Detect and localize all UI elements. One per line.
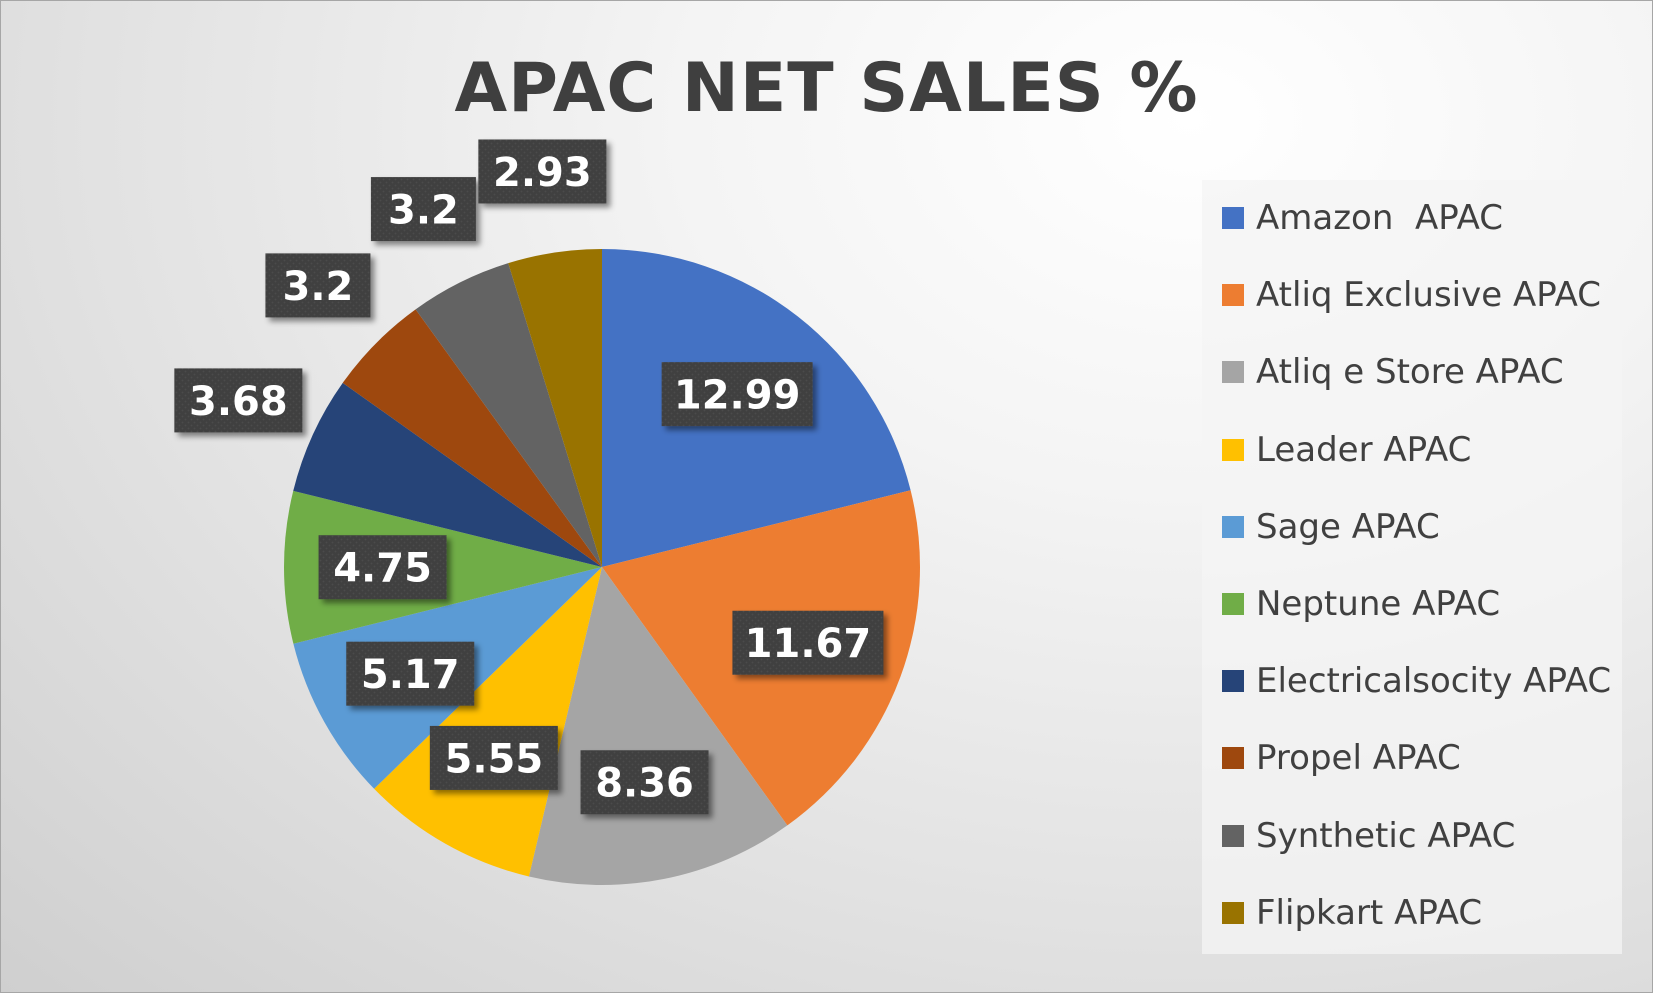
data-label-box xyxy=(370,177,476,242)
data-label-box xyxy=(429,725,558,790)
legend-item: Sage APAC xyxy=(1222,507,1440,547)
legend-label: Atliq Exclusive APAC xyxy=(1256,275,1601,316)
legend-item: Synthetic APAC xyxy=(1222,816,1515,856)
legend-item: Flipkart APAC xyxy=(1222,893,1482,933)
data-label-text: 8.36 xyxy=(595,761,694,807)
legend-label: Flipkart APAC xyxy=(1256,892,1483,933)
pie-slice xyxy=(508,249,602,567)
data-label-box xyxy=(580,750,709,815)
data-label: 5.17 xyxy=(346,641,475,706)
legend-label: Leader APAC xyxy=(1256,429,1472,470)
data-label-box xyxy=(346,641,475,706)
legend-label: Sage APAC xyxy=(1256,506,1440,547)
pie-slice xyxy=(293,382,602,567)
legend-item: Atliq Exclusive APAC xyxy=(1222,275,1601,315)
legend-label: Atliq e Store APAC xyxy=(1256,352,1564,393)
legend-swatch xyxy=(1222,593,1244,615)
legend-item: Atliq e Store APAC xyxy=(1222,352,1564,392)
legend-item: Electricalsocity APAC xyxy=(1222,661,1611,701)
legend-label: Synthetic APAC xyxy=(1256,815,1516,856)
data-label: 5.55 xyxy=(429,725,558,790)
legend: Amazon APAC Atliq Exclusive APAC Atliq e S… xyxy=(1202,180,1622,954)
legend-swatch xyxy=(1222,438,1244,461)
chart-title: APAC NET SALES % xyxy=(454,49,1199,128)
legend-swatch xyxy=(1222,824,1244,847)
data-label-box xyxy=(265,253,371,318)
legend-swatch xyxy=(1222,901,1244,924)
data-label: 3.68 xyxy=(174,368,303,433)
data-label: 4.75 xyxy=(318,535,447,600)
pie-slice xyxy=(374,567,602,877)
data-label: 3.2 xyxy=(265,253,371,318)
data-label-box xyxy=(661,362,813,427)
data-label-text: 4.75 xyxy=(333,546,432,592)
data-label-text: 5.17 xyxy=(361,652,460,698)
legend-label: Neptune APAC xyxy=(1256,584,1501,624)
legend-item: Leader APAC xyxy=(1222,430,1471,470)
legend-label: Propel APAC xyxy=(1256,738,1461,779)
data-label-box xyxy=(478,139,607,204)
data-label: 11.67 xyxy=(732,610,884,675)
pie-slice xyxy=(415,263,602,567)
data-label: 12.99 xyxy=(661,362,813,427)
data-label-text: 3.68 xyxy=(189,379,288,425)
legend-label: Amazon APAC xyxy=(1256,198,1504,238)
data-label: 3.2 xyxy=(370,177,476,242)
legend-label: Electricalsocity APAC xyxy=(1256,661,1612,702)
data-label-box xyxy=(318,535,447,600)
legend-swatch xyxy=(1222,284,1244,307)
data-label-text: 5.55 xyxy=(444,736,543,782)
legend-swatch xyxy=(1222,747,1244,770)
data-label-text: 12.99 xyxy=(674,373,801,419)
legend-item: Propel APAC xyxy=(1222,738,1461,778)
data-label-box xyxy=(732,610,884,675)
data-label: 2.93 xyxy=(478,139,607,204)
legend-swatch xyxy=(1222,361,1244,384)
legend-item: Amazon APAC xyxy=(1222,198,1503,238)
legend-swatch xyxy=(1222,515,1244,538)
data-label-text: 3.2 xyxy=(388,187,459,233)
legend-item: Neptune APAC xyxy=(1222,584,1500,624)
data-label-text: 11.67 xyxy=(745,621,872,667)
legend-swatch xyxy=(1222,670,1244,693)
data-label-text: 2.93 xyxy=(493,150,592,196)
pie-slice xyxy=(342,309,602,567)
data-label: 8.36 xyxy=(580,750,709,815)
legend-swatch xyxy=(1222,207,1244,229)
data-label-text: 3.2 xyxy=(283,264,354,310)
data-label-box xyxy=(174,368,303,433)
